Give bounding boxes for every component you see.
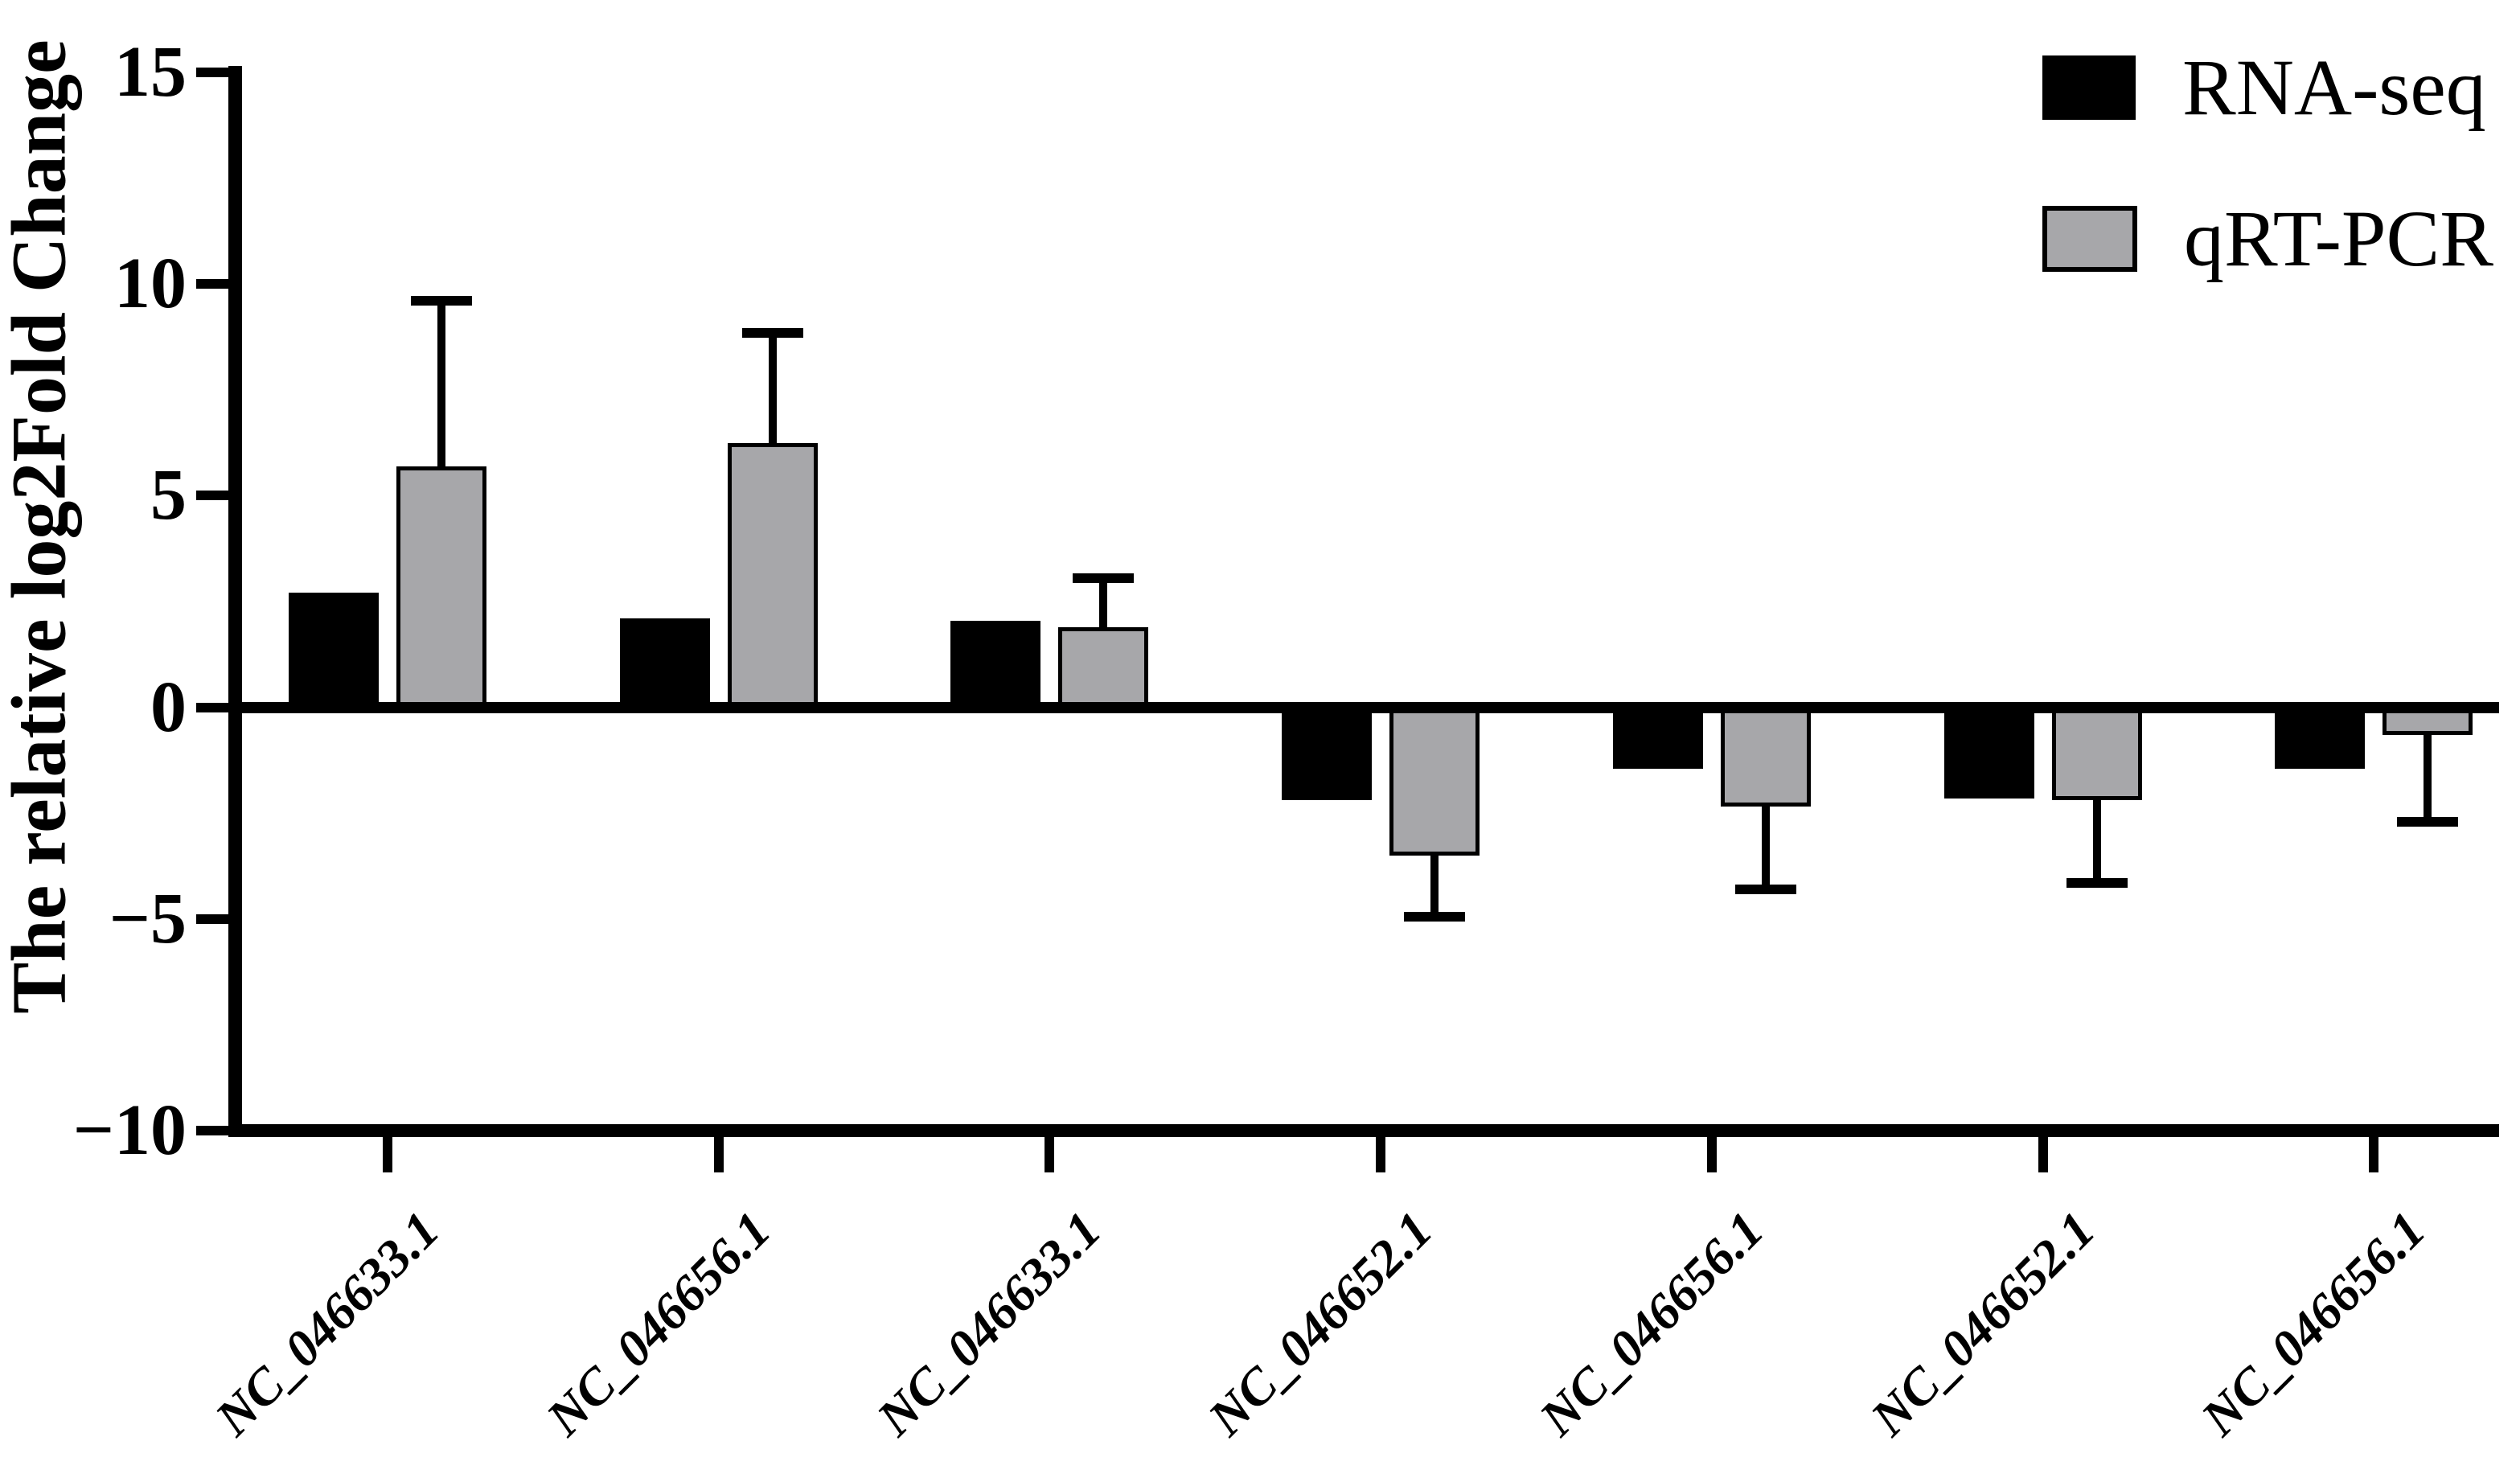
x-axis-line [228, 1124, 2499, 1137]
error-bar-cap [2397, 816, 2459, 827]
x-axis-tick [383, 1137, 392, 1172]
bar-rna-seq [1943, 707, 2034, 799]
x-tick-label: NC_046633.1 [204, 1201, 450, 1447]
x-axis-tick [1706, 1137, 1717, 1172]
x-axis-tick [1045, 1137, 1055, 1172]
error-bar-stem [2092, 796, 2101, 884]
error-bar-cap [1404, 912, 1466, 922]
bar-rna-seq [1282, 707, 1373, 801]
y-tick-label: 0 [150, 667, 187, 747]
y-tick-label: 15 [114, 32, 187, 112]
x-axis-tick [1376, 1137, 1386, 1172]
error-bar-stem [1099, 578, 1108, 631]
zero-line [228, 701, 2499, 713]
bar-qrt-pcr [2051, 707, 2142, 801]
legend-label-rna-seq: RNA-seq [2182, 43, 2486, 132]
y-axis-tick [196, 279, 228, 289]
bar-rna-seq [619, 618, 710, 708]
bar-rna-seq [1612, 707, 1703, 769]
bar-rna-seq [2275, 707, 2366, 769]
y-axis-tick [196, 1126, 228, 1135]
x-axis-tick [2038, 1137, 2048, 1172]
bar-qrt-pcr [396, 466, 486, 708]
bar-rna-seq [289, 593, 379, 708]
error-bar-cap [1734, 884, 1796, 894]
bar-qrt-pcr [1720, 707, 1811, 807]
bar-rna-seq [950, 620, 1041, 708]
legend-item-rna-seq: RNA-seq [2042, 47, 2493, 128]
legend-label-qrt-pcr: qRT-PCR [2184, 194, 2493, 283]
bar-qrt-pcr [727, 442, 818, 708]
x-axis-tick [713, 1137, 724, 1172]
error-bar-cap [1073, 573, 1135, 584]
error-bar-cap [741, 327, 803, 338]
error-bar-stem [1430, 851, 1439, 918]
x-axis-tick [2369, 1137, 2379, 1172]
legend-swatch-qrt-pcr [2042, 206, 2137, 272]
legend-swatch-rna-seq [2042, 55, 2136, 120]
legend: RNA-seq qRT-PCR [2042, 47, 2493, 350]
y-axis-tick [196, 913, 228, 924]
y-tick-label: −10 [72, 1090, 187, 1170]
error-bar-stem [437, 301, 445, 470]
bar-qrt-pcr [1389, 707, 1480, 856]
error-bar-cap [2066, 878, 2128, 889]
y-axis-tick [196, 491, 228, 501]
error-bar-stem [1761, 803, 1770, 889]
y-axis-line [228, 66, 242, 1137]
legend-item-qrt-pcr: qRT-PCR [2042, 199, 2493, 279]
error-bar-stem [768, 332, 777, 447]
bar-qrt-pcr [1058, 626, 1149, 708]
y-axis-tick [196, 68, 228, 77]
y-tick-label: −5 [109, 878, 187, 959]
y-tick-label: 10 [114, 244, 187, 324]
y-tick-label: 5 [150, 455, 187, 536]
error-bar-stem [2424, 730, 2432, 822]
y-axis-tick [196, 702, 228, 712]
error-bar-cap [411, 296, 472, 306]
